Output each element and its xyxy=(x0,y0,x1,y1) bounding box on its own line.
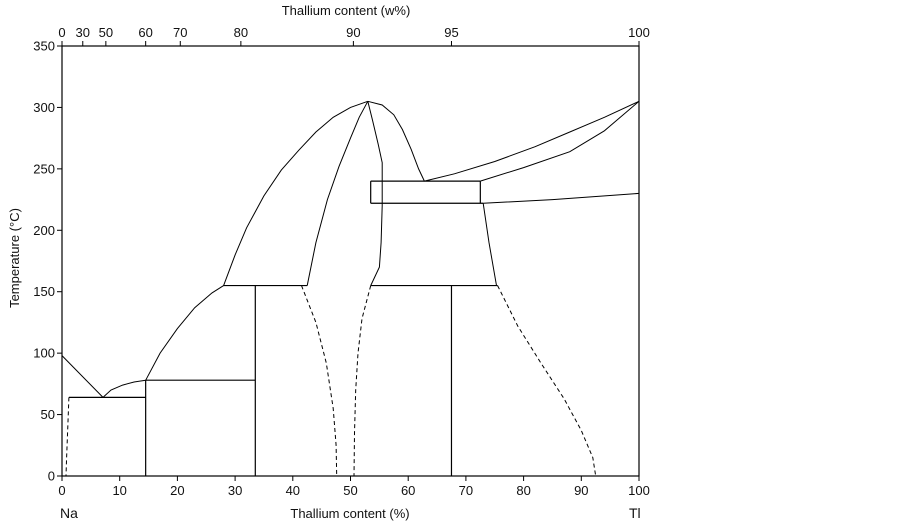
top-tick-label: 70 xyxy=(173,25,187,40)
top-tick-label: 50 xyxy=(99,25,113,40)
x-tick-label: 100 xyxy=(628,483,650,498)
x-tick-label: 70 xyxy=(459,483,473,498)
y-tick-label: 150 xyxy=(33,284,55,299)
x-tick-label: 80 xyxy=(516,483,530,498)
phase-boundary-curve-4 xyxy=(306,101,369,286)
y-tick-label: 350 xyxy=(33,39,55,54)
dashed-solvus-curve-13 xyxy=(353,285,372,477)
top-tick-label: 30 xyxy=(76,25,90,40)
x-tick-label: 50 xyxy=(343,483,357,498)
top-tick-label: 90 xyxy=(346,25,360,40)
y-axis-label: Temperature (°C) xyxy=(7,208,22,308)
y-tick-label: 250 xyxy=(33,161,55,176)
phase-boundary-curve-8 xyxy=(480,100,640,182)
y-tick-label: 100 xyxy=(33,346,55,361)
phase-boundary-curve-3 xyxy=(223,100,368,286)
x-tick-label: 40 xyxy=(286,483,300,498)
top-tick-label: 100 xyxy=(628,25,650,40)
top-tick-label: 60 xyxy=(138,25,152,40)
x-tick-label: 20 xyxy=(170,483,184,498)
dashed-solvus-curve-12 xyxy=(301,285,338,477)
phase-boundary-curve-9 xyxy=(483,192,640,204)
top-tick-label: 0 xyxy=(58,25,65,40)
y-axis-ticks: 0 50 100 150 200 250 300 350 xyxy=(33,39,62,484)
x-tick-label: 30 xyxy=(228,483,242,498)
dashed-solvus-curve-11 xyxy=(65,397,70,477)
x-tick-label: 10 xyxy=(112,483,126,498)
y-tick-label: 200 xyxy=(33,223,55,238)
vertical-lines xyxy=(145,181,481,476)
left-end-label: Na xyxy=(60,505,78,521)
phase-boundary-curve-5 xyxy=(367,101,383,286)
phase-curves xyxy=(61,100,640,477)
dashed-solvus-curve-14 xyxy=(497,285,597,477)
y-tick-label: 50 xyxy=(41,407,55,422)
top-axis-ticks: 0 30 50 60 70 80 90 95 100 xyxy=(58,25,650,46)
top-axis-label: Thallium content (w%) xyxy=(282,3,411,18)
y-tick-label: 300 xyxy=(33,100,55,115)
phase-boundary-curve-6 xyxy=(367,100,425,182)
phase-boundary-curve-7 xyxy=(424,100,640,182)
x-tick-label: 0 xyxy=(58,483,65,498)
right-end-label: Tl xyxy=(629,505,641,521)
x-axis-ticks: 0 10 20 30 40 50 60 70 80 90 100 xyxy=(58,476,650,498)
phase-boundary-curve-10 xyxy=(482,203,497,286)
tie-lines xyxy=(68,180,498,398)
phase-boundary-curve-0 xyxy=(61,355,104,398)
y-tick-label: 0 xyxy=(48,469,55,484)
top-tick-label: 95 xyxy=(444,25,458,40)
x-axis-label: Thallium content (%) xyxy=(290,506,409,521)
phase-boundary-curve-1 xyxy=(102,379,146,398)
phase-boundary-curve-2 xyxy=(145,285,224,381)
top-tick-label: 80 xyxy=(234,25,248,40)
x-tick-label: 90 xyxy=(574,483,588,498)
plot-frame xyxy=(61,45,640,477)
x-tick-label: 60 xyxy=(401,483,415,498)
